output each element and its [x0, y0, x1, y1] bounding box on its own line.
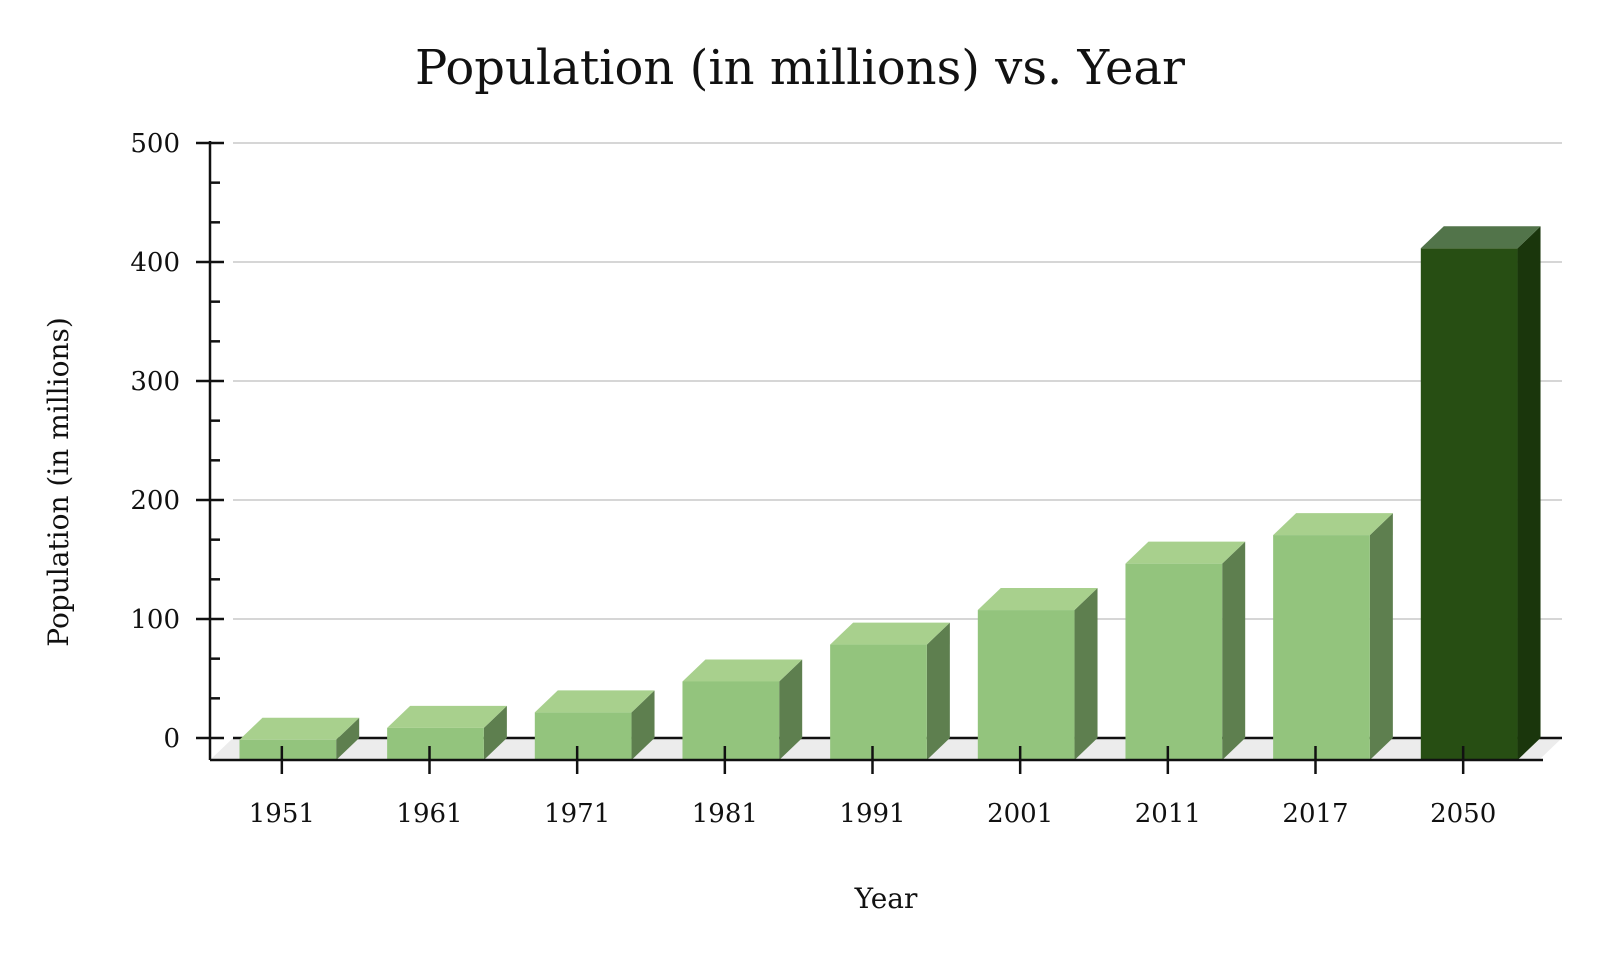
bar-2017 — [1273, 513, 1393, 760]
bar-top — [534, 690, 655, 713]
bar-1981 — [682, 659, 803, 760]
bar-1971 — [534, 690, 655, 760]
bar-front — [534, 712, 632, 760]
bar-side — [1222, 541, 1246, 760]
bar-1961 — [387, 705, 507, 760]
x-tick-label: 1951 — [249, 799, 315, 829]
bar-side — [1517, 226, 1541, 761]
y-tick-label: 500 — [130, 129, 180, 159]
bar-side — [779, 659, 803, 760]
bar-top — [387, 705, 507, 728]
bar-side — [483, 705, 507, 760]
bar-side — [1369, 513, 1393, 760]
x-tick-label: 1981 — [692, 799, 758, 829]
x-tick-label: 2011 — [1135, 799, 1201, 829]
bar-front — [387, 727, 484, 760]
y-tick-label: 100 — [130, 605, 180, 635]
bar-side — [926, 622, 950, 760]
y-tick-label: 300 — [130, 367, 180, 397]
y-tick-label: 0 — [163, 724, 180, 754]
x-tick-label: 2001 — [987, 799, 1053, 829]
bar-front — [1273, 535, 1370, 760]
bar-top — [1273, 513, 1393, 536]
bar-top — [239, 717, 360, 740]
bar-top — [977, 588, 1098, 611]
chart-title: Population (in millions) vs. Year — [415, 40, 1185, 96]
x-tick-label: 2050 — [1430, 799, 1496, 829]
bar-front — [830, 644, 927, 760]
bar-1991 — [830, 622, 950, 760]
bar-front — [239, 739, 337, 760]
bar-front — [1125, 563, 1223, 760]
y-axis-title: Population (in millions) — [42, 317, 75, 647]
y-tick-label: 400 — [130, 248, 180, 278]
bar-1951 — [239, 717, 360, 760]
x-tick-label: 2017 — [1282, 799, 1348, 829]
bar-side — [631, 690, 655, 760]
bar-top — [682, 659, 803, 682]
bar-top — [1420, 226, 1541, 249]
bar-2011 — [1125, 541, 1246, 760]
x-tick-label: 1971 — [544, 799, 610, 829]
bar-side — [1074, 588, 1098, 760]
bar-front — [1420, 248, 1518, 761]
bar-front — [977, 610, 1075, 760]
bar-side — [336, 717, 360, 760]
x-tick-label: 1961 — [396, 799, 462, 829]
bar-top — [1125, 541, 1246, 564]
bar-2050 — [1420, 226, 1541, 761]
x-axis-title: Year — [854, 882, 918, 915]
y-tick-label: 200 — [130, 486, 180, 516]
bar-front — [682, 681, 780, 760]
bar-2001 — [977, 588, 1098, 760]
x-tick-label: 1991 — [839, 799, 905, 829]
bar-top — [830, 622, 950, 645]
